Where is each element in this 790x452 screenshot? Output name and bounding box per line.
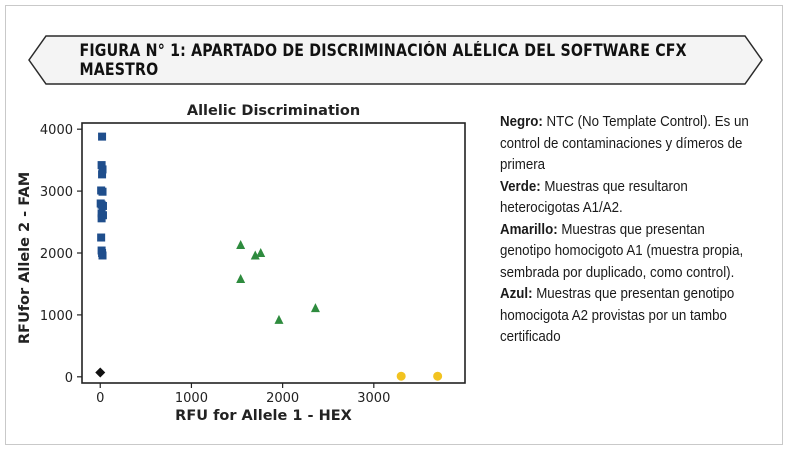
plot-area-border [81, 122, 466, 384]
legend-desc: Muestras que resultaron heterocigotas A1… [500, 178, 688, 217]
data-point-square [97, 233, 106, 242]
x-tick-label: 3000 [357, 391, 390, 406]
x-tick-label: 1000 [175, 391, 208, 406]
x-axis-label: RFU for Allele 1 - HEX [175, 408, 352, 424]
x-tick-label: 0 [96, 391, 104, 406]
y-tick-label: 2000 [40, 247, 73, 262]
y-tick-label: 3000 [40, 185, 73, 200]
legend-desc: Muestras que presentan genotipo homocigo… [500, 286, 735, 345]
data-point-square [97, 214, 106, 223]
data-point-square [98, 201, 107, 210]
data-point-circle [433, 371, 443, 381]
data-point-circle [396, 371, 406, 381]
figure-title: FIGURA N° 1: APARTADO DE DISCRIMINACIÓN … [79, 41, 687, 79]
y-axis-label: RFUfor Allele 2 - FAM [17, 172, 33, 344]
chart-title: Allelic Discrimination [187, 103, 360, 119]
allelic-discrimination-chart: Allelic Discrimination 0 1000 2000 3000 0 1000… [17, 103, 466, 424]
data-point-square [98, 170, 107, 179]
title-banner-shape [28, 35, 763, 85]
legend-label: Amarillo: [500, 221, 558, 238]
data-point-square [98, 187, 107, 196]
y-tick-label: 4000 [40, 123, 73, 138]
legend-description: Negro: NTC (No Template Control). Es un … [500, 112, 751, 349]
data-point-triangle [274, 314, 284, 324]
figure-title-banner: FIGURA N° 1: APARTADO DE DISCRIMINACIÓN … [28, 35, 763, 85]
data-point-triangle [236, 239, 246, 249]
x-tick-label: 2000 [266, 391, 299, 406]
legend-entry-green: Verde: Muestras que resultaron heterocig… [500, 177, 751, 220]
data-point-triangle [310, 303, 320, 313]
legend-label: Verde: [500, 178, 541, 195]
data-point-square [98, 251, 107, 260]
data-point-square [98, 132, 107, 141]
legend-entry-black: Negro: NTC (No Template Control). Es un … [500, 112, 751, 177]
legend-label: Azul: [500, 286, 533, 302]
y-tick-label: 0 [65, 371, 73, 386]
data-point-square [97, 161, 106, 170]
legend-entry-yellow: Amarillo: Muestras que presentan genotip… [500, 220, 751, 285]
data-point-square [98, 165, 107, 174]
y-tick-label: 1000 [40, 309, 73, 324]
legend-desc: Muestras que presentan genotipo homocigo… [500, 221, 744, 281]
data-point-triangle [256, 248, 266, 257]
data-point-diamond [95, 367, 106, 378]
data-point-triangle [250, 250, 260, 260]
data-point-triangle [236, 274, 246, 283]
legend-label: Negro: [500, 114, 543, 130]
legend-entry-blue: Azul: Muestras que presentan genotipo ho… [500, 284, 751, 349]
legend-desc: NTC (No Template Control). Es un control… [500, 114, 749, 173]
